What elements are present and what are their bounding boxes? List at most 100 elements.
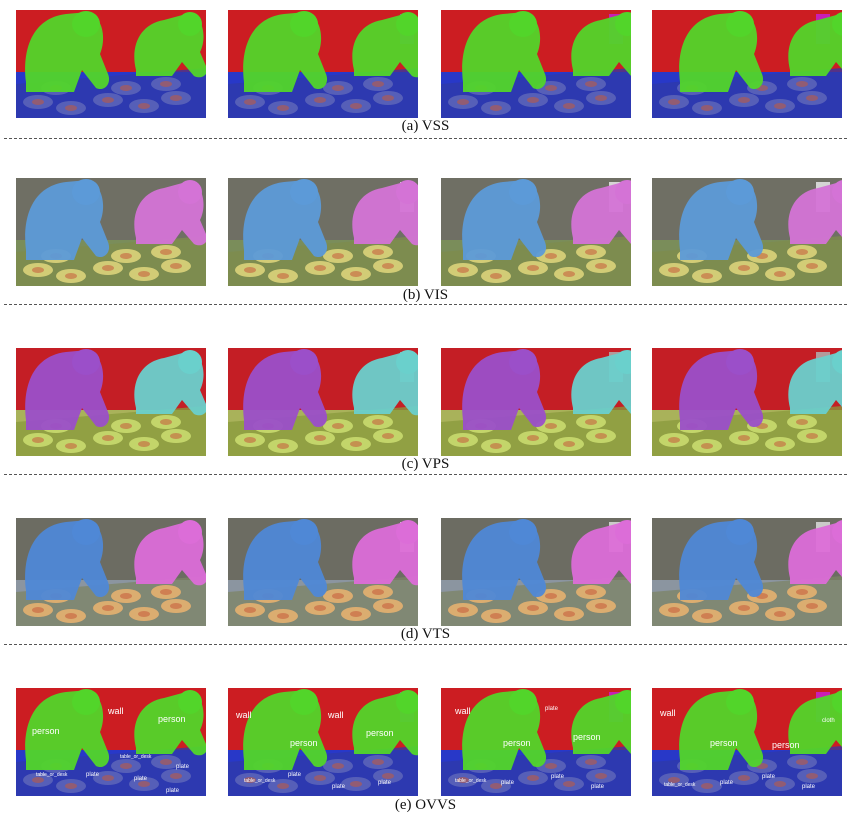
person-a-head [290,519,318,545]
class-label: wall [327,710,344,720]
class-label: plate [802,784,816,790]
person-a-head [726,11,754,37]
person-b-region [788,691,842,754]
class-label: wall [454,706,471,716]
food-region [314,435,326,441]
person-a-head [726,689,754,715]
food-region [796,589,808,595]
food-region [490,443,502,449]
frame-vss-3 [441,10,631,118]
food-region [738,775,750,781]
food-region [102,775,114,781]
food-region [372,419,384,425]
food-region [585,419,597,425]
food-region [372,249,384,255]
food-region [65,613,77,619]
food-region [350,271,362,277]
food-region [314,605,326,611]
food-region [585,81,597,87]
person-a-head [72,179,100,205]
food-region [160,419,172,425]
segmentation-image [16,518,206,626]
row-vss [0,10,851,118]
class-label: plate [545,706,559,712]
frame-vss-2 [228,10,418,118]
person-a-head [726,519,754,545]
food-region [65,443,77,449]
person-a-head [72,11,100,37]
food-region [160,759,172,765]
class-label: plate [332,784,346,790]
food-region [102,435,114,441]
food-region [527,435,539,441]
row-ovvs: person wall person table_or_desk plate table_… [0,688,851,796]
food-region [738,97,750,103]
segmentation-image: personwallpersontable_or_deskplatetable_… [16,688,206,796]
food-region [668,99,680,105]
segmentation-image [16,10,206,118]
person-a-head [509,519,537,545]
class-label: cloth [822,718,835,724]
person-b-head [396,12,418,36]
food-region [382,773,394,779]
food-region [668,777,680,783]
food-region [160,249,172,255]
food-region [102,605,114,611]
food-region [32,607,44,613]
food-region [563,781,575,787]
class-label: plate [134,776,148,782]
food-region [170,263,182,269]
person-b-head [832,350,842,374]
segmentation-image [652,348,842,456]
food-region [585,249,597,255]
person-a-head [72,349,100,375]
food-region [332,253,344,259]
person-b-region [571,351,631,414]
food-region [774,441,786,447]
person-b-region [571,521,631,584]
food-region [138,271,150,277]
segmentation-image [16,348,206,456]
food-region [806,263,818,269]
food-region [457,267,469,273]
person-a-head [726,349,754,375]
class-label: plate [176,764,190,770]
segmentation-image [228,178,418,286]
caption-vss: (a) VSS [401,118,450,134]
person-b-head [178,350,202,374]
frame-vps-1 [16,348,206,456]
food-region [545,763,557,769]
class-label: plate [501,780,515,786]
person-b-head [615,690,631,714]
food-region [585,589,597,595]
frame-vps-3 [441,348,631,456]
food-region [332,763,344,769]
food-region [314,775,326,781]
food-region [738,265,750,271]
row-separator [4,644,847,645]
person-b-head [178,180,202,204]
person-b-region [788,13,842,76]
food-region [244,777,256,783]
person-b-region [571,691,631,754]
class-label: person [366,728,394,738]
food-region [138,611,150,617]
food-region [120,593,132,599]
food-region [138,781,150,787]
food-region [277,613,289,619]
class-label: person [573,732,601,742]
food-region [382,263,394,269]
segmentation-image [228,518,418,626]
food-region [382,95,394,101]
person-a-head [509,11,537,37]
frame-vts-1 [16,518,206,626]
food-region [102,265,114,271]
food-region [120,763,132,769]
frame-vps-4 [652,348,842,456]
class-label: plate [591,784,605,790]
food-region [701,613,713,619]
class-label: plate [378,780,392,786]
food-region [806,603,818,609]
class-label: table_or_desk [36,772,68,778]
person-a-head [290,11,318,37]
